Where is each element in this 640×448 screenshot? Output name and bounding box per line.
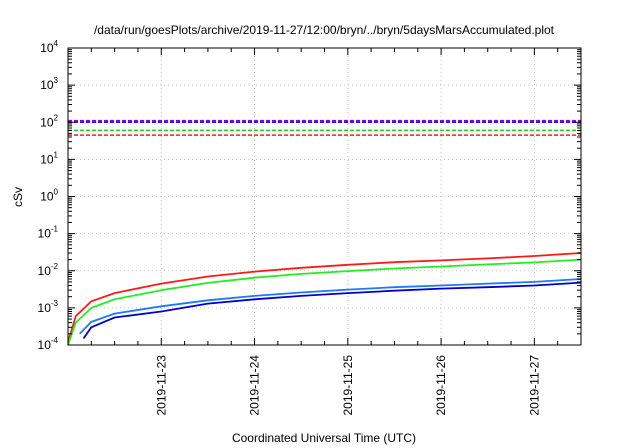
x-tick-label: 2019-11-26 [434,355,448,416]
chart-title: /data/run/goesPlots/archive/2019-11-27/1… [94,23,555,37]
series-line [67,252,582,343]
y-tick-label: 102 [40,113,58,129]
series-line [67,258,582,346]
x-axis-ticks: 2019-11-23 2019-11-24 2019-11-25 2019-11-26… [90,48,582,416]
y-tick-label: 104 [40,39,58,55]
x-tick-label: 2019-11-27 [527,355,541,416]
series-line [79,278,582,335]
y-tick-label: 10-2 [38,262,59,278]
grid [68,48,581,345]
y-tick-label: 101 [40,150,58,166]
x-axis-label: Coordinated Universal Time (UTC) [232,431,416,445]
x-tick-label: 2019-11-23 [154,355,168,416]
series-lines [67,252,582,346]
y-axis-label: cSv [11,187,25,207]
x-tick-label: 2019-11-25 [341,355,355,416]
series-line [82,281,582,340]
y-axis-ticks: 10-4 10-3 10-2 10-1 100 101 102 103 104 [38,39,581,352]
y-tick-label: 10-4 [38,336,59,352]
y-tick-label: 10-1 [38,225,59,241]
y-tick-label: 10-3 [38,299,59,315]
x-tick-label: 2019-11-24 [248,355,262,416]
y-tick-label: 100 [40,188,58,204]
y-tick-label: 103 [40,76,58,92]
threshold-lines [68,119,581,136]
